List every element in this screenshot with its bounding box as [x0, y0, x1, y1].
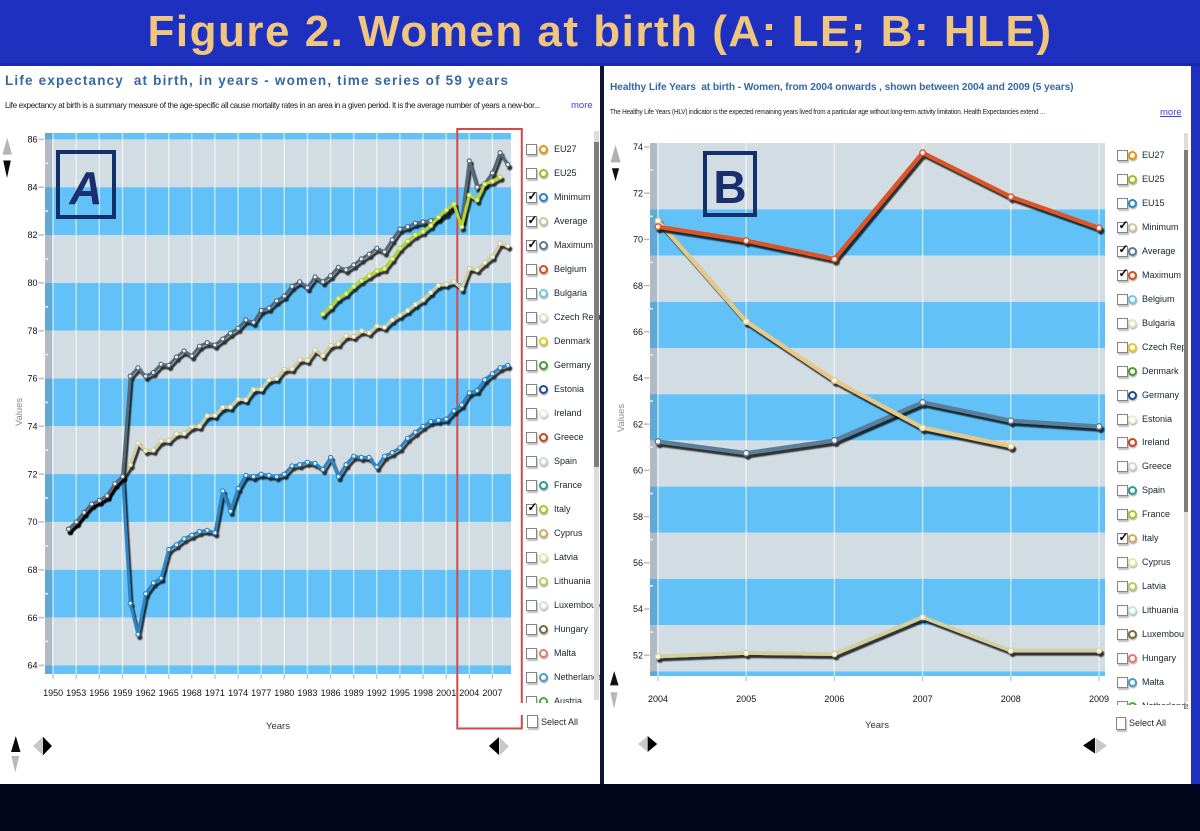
svg-text:2007: 2007	[482, 688, 502, 698]
svg-text:52: 52	[633, 650, 643, 660]
svg-text:74: 74	[27, 422, 37, 432]
svg-text:2006: 2006	[824, 694, 844, 704]
svg-text:1971: 1971	[205, 688, 225, 698]
svg-text:1980: 1980	[274, 688, 294, 698]
svg-text:2001: 2001	[436, 688, 456, 698]
svg-text:B: B	[713, 161, 746, 213]
svg-text:1989: 1989	[344, 688, 364, 698]
svg-text:1995: 1995	[390, 688, 410, 698]
svg-text:1962: 1962	[136, 688, 156, 698]
svg-text:Values: Values	[14, 398, 25, 427]
svg-text:68: 68	[27, 565, 37, 575]
svg-text:60: 60	[633, 466, 643, 476]
svg-text:72: 72	[27, 469, 37, 479]
svg-text:A: A	[68, 162, 102, 214]
svg-text:64: 64	[27, 661, 37, 671]
svg-text:1950: 1950	[43, 688, 63, 698]
svg-text:72: 72	[633, 188, 643, 198]
svg-text:58: 58	[633, 512, 643, 522]
svg-text:70: 70	[27, 517, 37, 527]
svg-text:78: 78	[27, 326, 37, 336]
svg-text:2004: 2004	[648, 694, 668, 704]
svg-text:64: 64	[633, 373, 643, 383]
svg-text:2007: 2007	[913, 694, 933, 704]
svg-text:1998: 1998	[413, 688, 433, 698]
svg-text:66: 66	[27, 613, 37, 623]
svg-text:1974: 1974	[228, 688, 248, 698]
svg-text:Years: Years	[266, 721, 290, 732]
svg-text:80: 80	[27, 278, 37, 288]
svg-text:54: 54	[633, 604, 643, 614]
svg-text:56: 56	[633, 558, 643, 568]
svg-text:1968: 1968	[182, 688, 202, 698]
svg-text:2008: 2008	[1001, 694, 1021, 704]
svg-text:86: 86	[27, 135, 37, 145]
svg-text:2005: 2005	[736, 694, 756, 704]
svg-text:1992: 1992	[367, 688, 387, 698]
svg-text:70: 70	[633, 235, 643, 245]
svg-text:1977: 1977	[251, 688, 271, 698]
svg-text:1956: 1956	[89, 688, 109, 698]
svg-text:Values: Values	[616, 404, 627, 433]
svg-text:1965: 1965	[159, 688, 179, 698]
svg-text:1959: 1959	[112, 688, 132, 698]
svg-text:2009: 2009	[1089, 694, 1109, 704]
svg-text:1953: 1953	[66, 688, 86, 698]
svg-text:68: 68	[633, 281, 643, 291]
svg-text:76: 76	[27, 374, 37, 384]
svg-text:66: 66	[633, 327, 643, 337]
svg-text:2004: 2004	[459, 688, 479, 698]
svg-text:82: 82	[27, 230, 37, 240]
svg-text:84: 84	[27, 182, 37, 192]
svg-text:Years: Years	[865, 720, 889, 731]
svg-text:1986: 1986	[321, 688, 341, 698]
svg-text:62: 62	[633, 419, 643, 429]
svg-text:1983: 1983	[297, 688, 317, 698]
svg-text:74: 74	[633, 142, 643, 152]
